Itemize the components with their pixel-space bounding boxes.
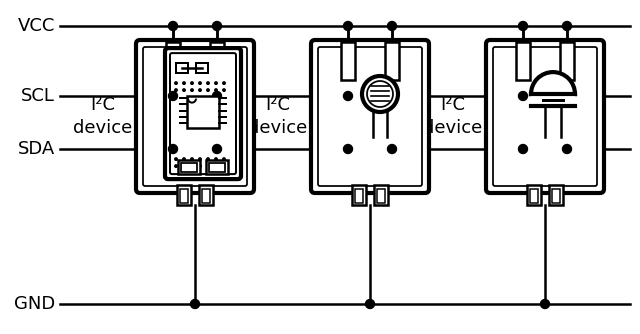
- Circle shape: [199, 165, 201, 167]
- Text: GND: GND: [13, 295, 55, 313]
- Circle shape: [223, 89, 225, 92]
- Circle shape: [183, 82, 185, 85]
- Circle shape: [518, 21, 527, 30]
- Bar: [352, 185, 366, 205]
- Bar: [549, 185, 563, 205]
- Circle shape: [175, 89, 177, 92]
- Wedge shape: [531, 72, 575, 94]
- Circle shape: [362, 76, 398, 112]
- Bar: [177, 185, 191, 205]
- Circle shape: [199, 89, 201, 92]
- Bar: [199, 185, 213, 205]
- Bar: [377, 189, 385, 203]
- Bar: [166, 42, 180, 80]
- Circle shape: [344, 145, 353, 154]
- FancyBboxPatch shape: [318, 47, 422, 186]
- Circle shape: [207, 89, 209, 92]
- Circle shape: [207, 82, 209, 85]
- Bar: [202, 189, 210, 203]
- Circle shape: [223, 165, 225, 167]
- Bar: [196, 63, 208, 73]
- Circle shape: [175, 82, 177, 85]
- FancyBboxPatch shape: [493, 47, 597, 186]
- Circle shape: [183, 158, 185, 160]
- Text: SDA: SDA: [18, 140, 55, 158]
- Circle shape: [387, 21, 397, 30]
- Bar: [181, 163, 197, 172]
- Bar: [187, 96, 219, 128]
- Bar: [180, 189, 188, 203]
- Circle shape: [207, 165, 209, 167]
- Circle shape: [387, 92, 397, 101]
- Circle shape: [541, 300, 550, 309]
- Text: I²C
device: I²C device: [248, 96, 307, 137]
- FancyBboxPatch shape: [165, 48, 241, 179]
- Circle shape: [387, 145, 397, 154]
- Bar: [374, 185, 388, 205]
- Circle shape: [199, 82, 201, 85]
- Bar: [341, 42, 355, 80]
- Circle shape: [365, 300, 374, 309]
- Bar: [560, 42, 574, 80]
- Circle shape: [191, 89, 193, 92]
- Bar: [210, 42, 224, 80]
- Bar: [178, 160, 200, 174]
- Circle shape: [212, 21, 221, 30]
- Circle shape: [168, 92, 177, 101]
- Text: VCC: VCC: [18, 17, 55, 35]
- Circle shape: [223, 158, 225, 160]
- Bar: [206, 160, 228, 174]
- Circle shape: [215, 165, 217, 167]
- Circle shape: [518, 92, 527, 101]
- Circle shape: [191, 82, 193, 85]
- FancyBboxPatch shape: [143, 47, 247, 186]
- Circle shape: [212, 145, 221, 154]
- Circle shape: [191, 300, 200, 309]
- FancyBboxPatch shape: [136, 40, 254, 193]
- FancyBboxPatch shape: [170, 53, 236, 174]
- Bar: [527, 185, 541, 205]
- Circle shape: [183, 165, 185, 167]
- Circle shape: [175, 158, 177, 160]
- Circle shape: [563, 92, 572, 101]
- Bar: [530, 189, 538, 203]
- Bar: [531, 94, 575, 106]
- Bar: [385, 42, 399, 80]
- Circle shape: [168, 21, 177, 30]
- Circle shape: [191, 158, 193, 160]
- Text: I²C
device: I²C device: [73, 96, 132, 137]
- Circle shape: [215, 82, 217, 85]
- Circle shape: [175, 165, 177, 167]
- Circle shape: [215, 89, 217, 92]
- Text: I²C
device: I²C device: [423, 96, 482, 137]
- Bar: [176, 63, 188, 73]
- Circle shape: [183, 89, 185, 92]
- Circle shape: [215, 158, 217, 160]
- Circle shape: [191, 165, 193, 167]
- Circle shape: [518, 145, 527, 154]
- FancyBboxPatch shape: [311, 40, 429, 193]
- Circle shape: [563, 21, 572, 30]
- Bar: [516, 42, 530, 80]
- Circle shape: [223, 82, 225, 85]
- Bar: [209, 163, 225, 172]
- Circle shape: [344, 92, 353, 101]
- Text: SCL: SCL: [21, 87, 55, 105]
- Circle shape: [207, 158, 209, 160]
- FancyBboxPatch shape: [486, 40, 604, 193]
- Bar: [355, 189, 363, 203]
- Circle shape: [199, 158, 201, 160]
- Circle shape: [367, 81, 393, 107]
- Circle shape: [344, 21, 353, 30]
- Bar: [552, 189, 560, 203]
- Circle shape: [212, 92, 221, 101]
- Circle shape: [563, 145, 572, 154]
- Circle shape: [168, 145, 177, 154]
